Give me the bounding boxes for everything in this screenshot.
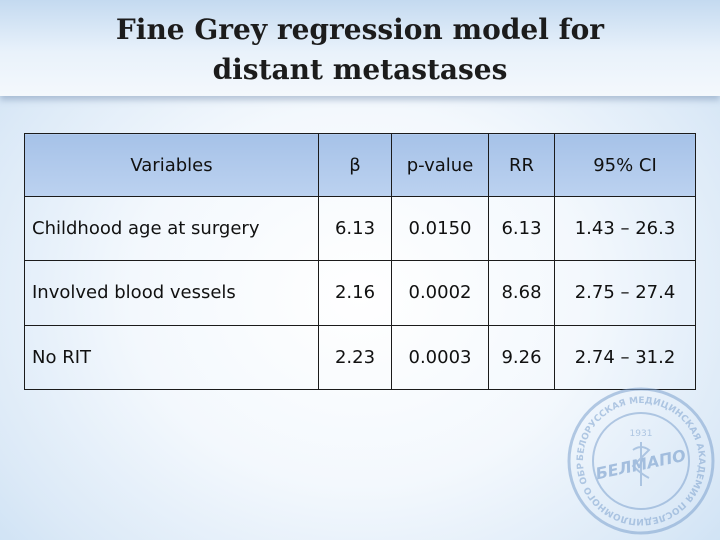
cell-beta: 6.13 <box>318 195 392 262</box>
cell-beta: 2.23 <box>318 324 392 391</box>
cell-rr: 8.68 <box>488 260 555 326</box>
cell-ci: 2.75 – 27.4 <box>554 260 696 326</box>
cell-variable: Childhood age at surgery <box>24 195 319 262</box>
cell-p-value: 0.0150 <box>391 195 489 262</box>
header-p-value: p-value <box>391 133 489 197</box>
header-variables: Variables <box>24 133 319 197</box>
table-row: No RIT 2.23 0.0003 9.26 2.74 – 31.2 <box>24 324 696 391</box>
title-band <box>0 0 720 96</box>
table-row: Childhood age at surgery 6.13 0.0150 6.1… <box>24 195 696 262</box>
regression-table: Variables β p-value RR 95% CI Childhood … <box>24 133 696 391</box>
cell-rr: 9.26 <box>488 324 555 391</box>
cell-p-value: 0.0002 <box>391 260 489 326</box>
cell-ci: 2.74 – 31.2 <box>554 324 696 391</box>
cell-variable: No RIT <box>24 324 319 391</box>
cell-beta: 2.16 <box>318 260 392 326</box>
header-ci: 95% CI <box>554 133 696 197</box>
header-beta: β <box>318 133 392 197</box>
slide-title: Fine Grey regression model for distant m… <box>115 13 605 86</box>
header-rr: RR <box>488 133 555 197</box>
academy-seal-watermark: БЕЛОРУССКАЯ МЕДИЦИНСКАЯ АКАДЕМИЯ ПОСЛЕДИ… <box>566 386 715 535</box>
table-header-row: Variables β p-value RR 95% CI <box>24 133 696 197</box>
svg-text:1931: 1931 <box>630 429 653 439</box>
cell-rr: 6.13 <box>488 195 555 262</box>
cell-ci: 1.43 – 26.3 <box>554 195 696 262</box>
cell-p-value: 0.0003 <box>391 324 489 391</box>
cell-variable: Involved blood vessels <box>24 260 319 326</box>
table-row: Involved blood vessels 2.16 0.0002 8.68 … <box>24 260 696 326</box>
